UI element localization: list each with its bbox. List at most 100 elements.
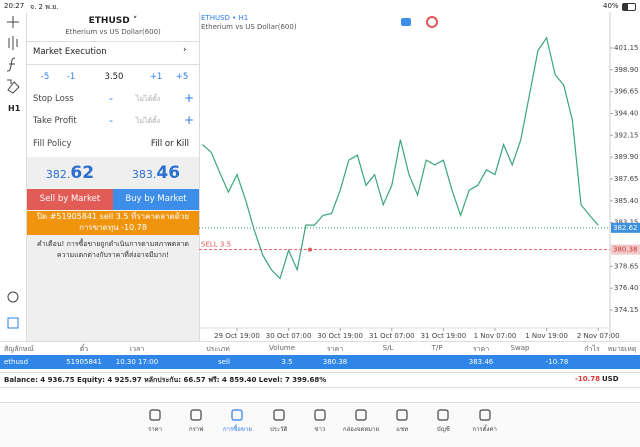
bid-label-box <box>611 222 640 233</box>
column-header: Volume <box>268 344 296 352</box>
icon-shape <box>437 409 449 421</box>
symbol-text: ETHUSD <box>88 16 130 26</box>
column-header: ราคา <box>326 345 344 353</box>
column-header: ราคา <box>472 345 490 353</box>
volume-step[interactable]: -5 <box>40 72 50 82</box>
icon-shape <box>396 409 408 421</box>
tab-label[interactable]: การซื้อขาย <box>222 426 252 433</box>
tab-icon[interactable] <box>437 409 449 421</box>
function-icon[interactable] <box>6 57 16 72</box>
x-tick-label: 1 Nov 19:00 <box>525 332 568 340</box>
icon-shape <box>190 409 202 421</box>
tab-icon[interactable] <box>355 409 367 421</box>
column-header: หมายเหตุ <box>607 345 637 353</box>
chart: ETHUSD • H1 Etherium vs US Dollar(600) 4… <box>199 12 640 342</box>
stop-loss-value[interactable]: ไม่ได้ตั้ง <box>135 95 161 103</box>
status-date: จ. 2 พ.ย. <box>30 3 59 11</box>
icon-shape <box>314 409 326 421</box>
take-profit-value[interactable]: ไม่ได้ตั้ง <box>135 117 161 125</box>
warning: คำเตือน! การซื้อขายถูกดำเนินการตามสภาพตล… <box>37 240 189 259</box>
cell: 10.30 17:00 <box>115 358 159 366</box>
fill-policy-value[interactable]: Fill or Kill <box>150 139 189 149</box>
position-label-box <box>611 244 640 255</box>
tab-icon[interactable] <box>149 409 161 421</box>
cell: -10.78 <box>545 358 569 366</box>
plus-button[interactable]: + <box>184 91 195 105</box>
tab-icon[interactable] <box>231 409 243 421</box>
stop-loss-label: Stop Loss <box>33 94 74 104</box>
tab-label[interactable]: ข่าว <box>314 426 326 433</box>
column-header: ตั๋ว <box>79 345 89 353</box>
tab-icon[interactable] <box>272 409 285 421</box>
y-tick-label: 389.90 <box>614 153 639 161</box>
y-tick-label: 398.90 <box>614 66 639 74</box>
objects-icon[interactable] <box>7 79 20 94</box>
column-header: Swap <box>510 344 530 352</box>
battery: 40% <box>603 2 619 10</box>
y-tick-label: 396.65 <box>614 88 639 96</box>
y-tick-label: 387.65 <box>614 175 639 183</box>
balance-profit: -10.78 <box>575 375 601 383</box>
position-row[interactable] <box>0 355 640 369</box>
trade-icon[interactable] <box>401 18 411 26</box>
icon-shape <box>231 409 243 421</box>
tab-label[interactable]: แชท <box>396 426 409 433</box>
tab-bar: ราคา กราฟ การซื้อขาย ประวัติ ข่าว กล่องจดหมาย… <box>0 402 640 447</box>
x-tick-label: 30 Oct 07:00 <box>266 332 312 340</box>
sell-button[interactable]: Sell by Market <box>27 189 113 210</box>
plus-button[interactable]: + <box>184 113 195 127</box>
add-icon[interactable] <box>7 317 19 329</box>
balance-currency: USD <box>602 375 619 383</box>
tab-label[interactable]: บัญชี <box>436 426 450 433</box>
icon-shape <box>149 409 161 421</box>
search-icon[interactable] <box>7 291 19 303</box>
y-tick-label: 401.15 <box>614 44 639 52</box>
panel-lower <box>27 157 199 342</box>
tab-label[interactable]: การตั้งค่า <box>472 426 497 433</box>
tab-icon[interactable] <box>478 409 491 421</box>
volume-step[interactable]: +5 <box>175 72 189 82</box>
volume-step[interactable]: +1 <box>149 72 163 82</box>
y-tick-label: 392.15 <box>614 131 639 139</box>
execution-type: Market Execution <box>33 47 107 57</box>
indicators-icon[interactable] <box>8 36 18 50</box>
balance-row <box>0 372 640 388</box>
position-price-label: 380.38 <box>613 246 638 254</box>
crosshair-icon[interactable] <box>7 16 19 28</box>
cell: 51905841 <box>66 358 102 366</box>
timeframe-button[interactable]: H1 <box>8 104 21 113</box>
price-line <box>202 36 599 280</box>
minus-button[interactable]: - <box>109 114 113 127</box>
fill-policy-label: Fill Policy <box>33 139 72 149</box>
execution-row[interactable] <box>27 41 199 65</box>
column-header: เวลา <box>129 345 145 353</box>
tab-label[interactable]: ประวัติ <box>269 426 288 433</box>
bid-label: 382.62 <box>613 224 638 232</box>
volume[interactable]: 3.50 <box>104 72 124 82</box>
chart-subtitle: Etherium vs US Dollar(600) <box>201 23 297 31</box>
buy-button[interactable]: Buy by Market <box>113 189 199 210</box>
symbol[interactable]: ETHUSD ˅ <box>88 16 138 26</box>
tab-icon[interactable] <box>396 409 408 421</box>
entry-marker <box>308 247 312 252</box>
tab-icon[interactable] <box>190 409 202 421</box>
tab-icon[interactable] <box>314 409 326 421</box>
icon-shape <box>478 409 491 421</box>
signal-icon[interactable] <box>426 16 438 28</box>
minus-button[interactable]: - <box>109 92 113 105</box>
bid-pips: 62 <box>70 163 95 183</box>
ask-price: 383.46 <box>132 163 180 183</box>
x-tick-label: 30 Oct 19:00 <box>317 332 363 340</box>
x-tick-label: 31 Oct 19:00 <box>421 332 467 340</box>
cell: ethusd <box>4 358 29 366</box>
positions-table: Balance: 4 936.75 Equity: 4 925.97 หลักป… <box>0 341 640 402</box>
close-notice: ปิด #51905841 sell 3.5 ที่ราคาตลาดด้วยกา… <box>27 211 199 235</box>
volume-step[interactable]: -1 <box>66 72 76 82</box>
tab-label[interactable]: กล่องจดหมาย <box>342 426 380 433</box>
tab-label[interactable]: กราฟ <box>188 426 204 433</box>
tab-label[interactable]: ราคา <box>148 426 162 433</box>
bid-price: 382.62 <box>46 163 94 183</box>
y-tick-label: 394.40 <box>614 109 639 117</box>
order-panel: ETHUSD ˅ Etherium vs US Dollar(600) Mark… <box>26 12 200 342</box>
